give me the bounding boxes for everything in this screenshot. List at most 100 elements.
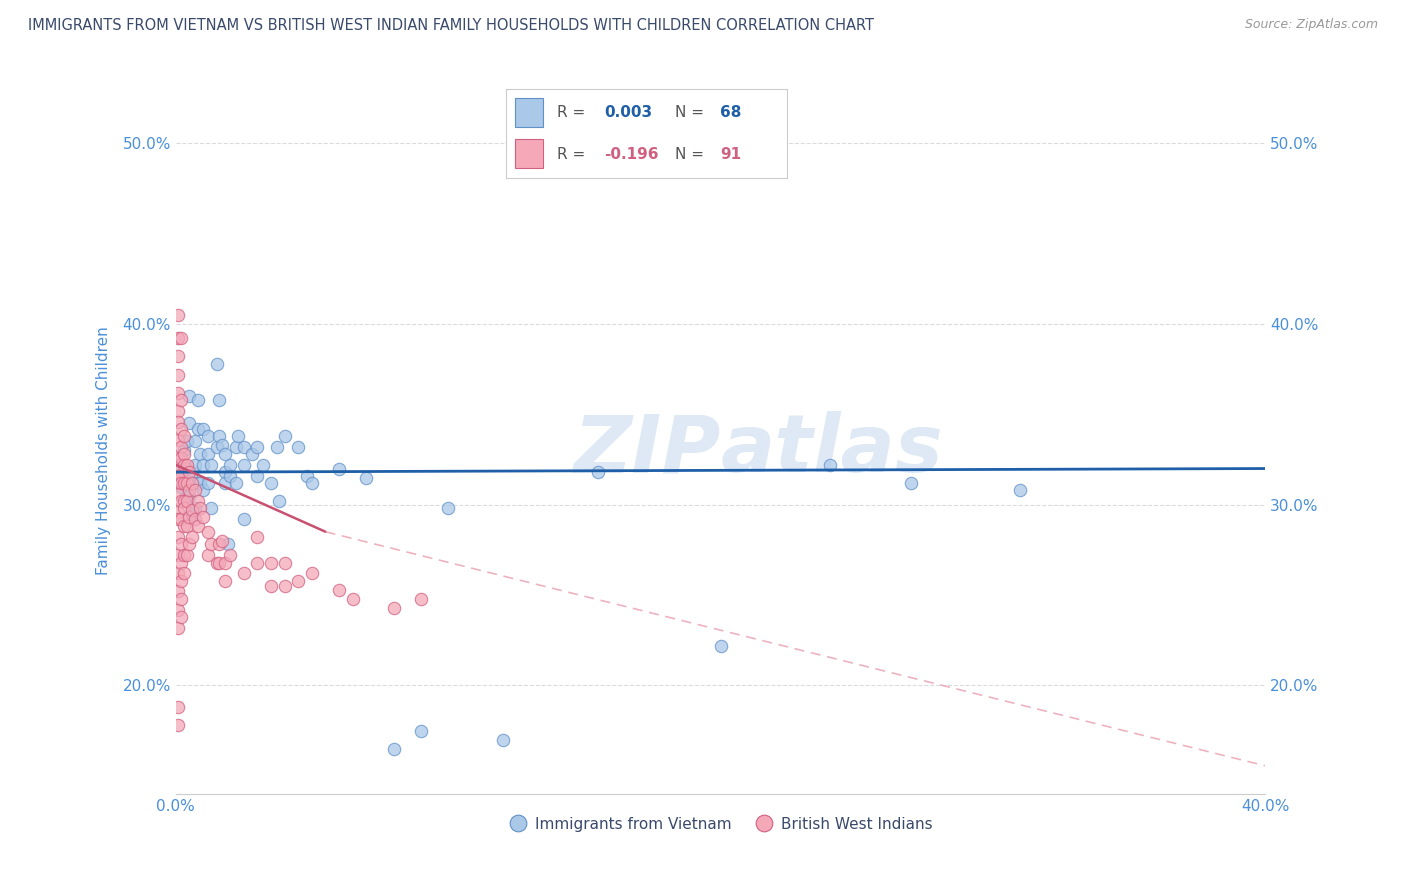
Text: 0.003: 0.003 bbox=[605, 105, 652, 120]
Point bbox=[167, 566, 190, 581]
Bar bbox=[515, 98, 543, 127]
Point bbox=[170, 609, 193, 624]
Point bbox=[170, 331, 193, 345]
Point bbox=[219, 458, 242, 472]
Point bbox=[170, 450, 193, 465]
Point bbox=[205, 556, 228, 570]
Point bbox=[328, 582, 350, 597]
Point bbox=[208, 429, 231, 443]
Text: ZIP: ZIP bbox=[574, 411, 721, 490]
Point bbox=[191, 422, 214, 436]
Point bbox=[191, 510, 214, 524]
Point bbox=[170, 422, 193, 436]
Point bbox=[173, 475, 195, 490]
Point bbox=[167, 368, 190, 382]
Point bbox=[818, 458, 841, 472]
Point bbox=[287, 574, 309, 588]
Point bbox=[200, 537, 222, 551]
Point bbox=[225, 475, 247, 490]
Point bbox=[170, 574, 193, 588]
Point bbox=[295, 468, 318, 483]
Point bbox=[167, 718, 190, 732]
Point bbox=[186, 422, 209, 436]
Point bbox=[211, 438, 233, 452]
Point bbox=[167, 549, 190, 563]
Point bbox=[586, 465, 609, 479]
Point bbox=[167, 475, 190, 490]
Point bbox=[214, 556, 236, 570]
Point bbox=[176, 475, 198, 490]
Point bbox=[191, 458, 214, 472]
Point bbox=[186, 519, 209, 533]
Point bbox=[274, 579, 297, 593]
Point bbox=[188, 475, 211, 490]
Point bbox=[176, 519, 198, 533]
Point bbox=[179, 489, 201, 503]
Point bbox=[208, 537, 231, 551]
Point bbox=[170, 468, 193, 483]
Point bbox=[214, 475, 236, 490]
Point bbox=[382, 600, 405, 615]
Point bbox=[173, 519, 195, 533]
Point bbox=[173, 429, 195, 443]
Point bbox=[260, 556, 283, 570]
Point bbox=[1010, 483, 1032, 498]
Point bbox=[167, 385, 190, 400]
Point bbox=[274, 429, 297, 443]
Point bbox=[173, 447, 195, 461]
Point bbox=[900, 475, 922, 490]
Point bbox=[252, 458, 274, 472]
Point bbox=[167, 602, 190, 616]
Point bbox=[219, 468, 242, 483]
Legend: Immigrants from Vietnam, British West Indians: Immigrants from Vietnam, British West In… bbox=[503, 811, 938, 838]
Point bbox=[184, 501, 207, 516]
Point bbox=[186, 494, 209, 508]
Point bbox=[181, 475, 204, 490]
Point bbox=[287, 440, 309, 454]
Point bbox=[181, 465, 204, 479]
Text: 68: 68 bbox=[720, 105, 741, 120]
Text: IMMIGRANTS FROM VIETNAM VS BRITISH WEST INDIAN FAMILY HOUSEHOLDS WITH CHILDREN C: IMMIGRANTS FROM VIETNAM VS BRITISH WEST … bbox=[28, 18, 875, 33]
Point bbox=[167, 512, 190, 526]
Text: -0.196: -0.196 bbox=[605, 147, 659, 161]
Point bbox=[173, 549, 195, 563]
Point bbox=[167, 584, 190, 599]
Point bbox=[197, 549, 219, 563]
Point bbox=[167, 461, 190, 475]
Point bbox=[356, 470, 378, 484]
Point bbox=[170, 440, 193, 454]
Point bbox=[173, 566, 195, 581]
Point bbox=[232, 458, 254, 472]
Point bbox=[197, 429, 219, 443]
Text: Source: ZipAtlas.com: Source: ZipAtlas.com bbox=[1244, 18, 1378, 31]
Point bbox=[205, 440, 228, 454]
Point bbox=[437, 501, 460, 516]
Point bbox=[301, 475, 323, 490]
Point bbox=[176, 458, 198, 472]
Point bbox=[208, 392, 231, 407]
Point bbox=[167, 458, 190, 472]
Y-axis label: Family Households with Children: Family Households with Children bbox=[96, 326, 111, 574]
Point bbox=[167, 350, 190, 364]
Point bbox=[197, 447, 219, 461]
Point bbox=[217, 537, 239, 551]
Point bbox=[186, 475, 209, 490]
Point bbox=[328, 461, 350, 475]
Point bbox=[205, 357, 228, 371]
Point bbox=[179, 537, 201, 551]
Bar bbox=[515, 139, 543, 168]
Text: atlas: atlas bbox=[721, 411, 943, 490]
Point bbox=[176, 461, 198, 475]
Point bbox=[167, 403, 190, 417]
Point bbox=[184, 512, 207, 526]
Text: 91: 91 bbox=[720, 147, 741, 161]
Point bbox=[184, 434, 207, 449]
Point bbox=[179, 465, 201, 479]
Point bbox=[170, 537, 193, 551]
Point bbox=[173, 458, 195, 472]
Point bbox=[214, 574, 236, 588]
Point bbox=[246, 530, 269, 544]
Point bbox=[167, 700, 190, 714]
Point bbox=[232, 512, 254, 526]
Point bbox=[382, 741, 405, 756]
